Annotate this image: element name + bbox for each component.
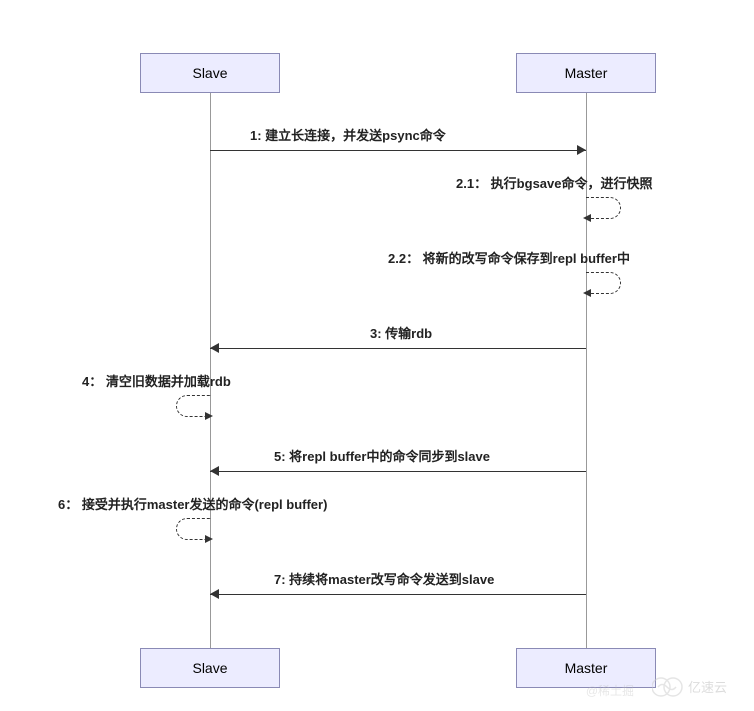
msg-line-3	[210, 348, 586, 349]
msg-line-5	[210, 471, 586, 472]
msg-label-2-1: 2.1： 执行bgsave命令，进行快照	[456, 173, 653, 192]
actor-label: Master	[565, 660, 608, 676]
msg-line-7	[210, 594, 586, 595]
arrow-7	[210, 589, 219, 599]
msg-label-4: 4： 清空旧数据并加载rdb	[82, 371, 231, 390]
msg-line-1	[210, 150, 586, 151]
self-loop-2-1	[586, 197, 621, 219]
arrow-3	[210, 343, 219, 353]
msg-label-5: 5: 将repl buffer中的命令同步到slave	[274, 446, 490, 465]
self-arrow-4	[205, 412, 213, 420]
arrow-5	[210, 466, 219, 476]
actor-master-top: Master	[516, 53, 656, 93]
actor-slave-bottom: Slave	[140, 648, 280, 688]
actor-slave-top: Slave	[140, 53, 280, 93]
self-arrow-2-1	[583, 214, 591, 222]
msg-label-3: 3: 传输rdb	[370, 323, 432, 342]
actor-label: Master	[565, 65, 608, 81]
msg-label-7: 7: 持续将master改写命令发送到slave	[274, 569, 494, 588]
self-loop-2-2	[586, 272, 621, 294]
watermark-logo: 亿速云	[652, 676, 742, 703]
self-arrow-6	[205, 535, 213, 543]
sequence-diagram-canvas: Slave Master 1: 建立长连接，并发送psync命令 2.1： 执行…	[0, 0, 754, 711]
msg-label-2-2: 2.2： 将新的改写命令保存到repl buffer中	[388, 248, 630, 267]
msg-label-6: 6： 接受并执行master发送的命令(repl buffer)	[58, 494, 327, 513]
watermark-text-1: @稀土掘	[586, 682, 634, 699]
actor-label: Slave	[192, 65, 227, 81]
msg-label-1: 1: 建立长连接，并发送psync命令	[250, 125, 446, 144]
actor-label: Slave	[192, 660, 227, 676]
arrow-1	[577, 145, 586, 155]
watermark-text-2: 亿速云	[688, 680, 727, 695]
self-arrow-2-2	[583, 289, 591, 297]
